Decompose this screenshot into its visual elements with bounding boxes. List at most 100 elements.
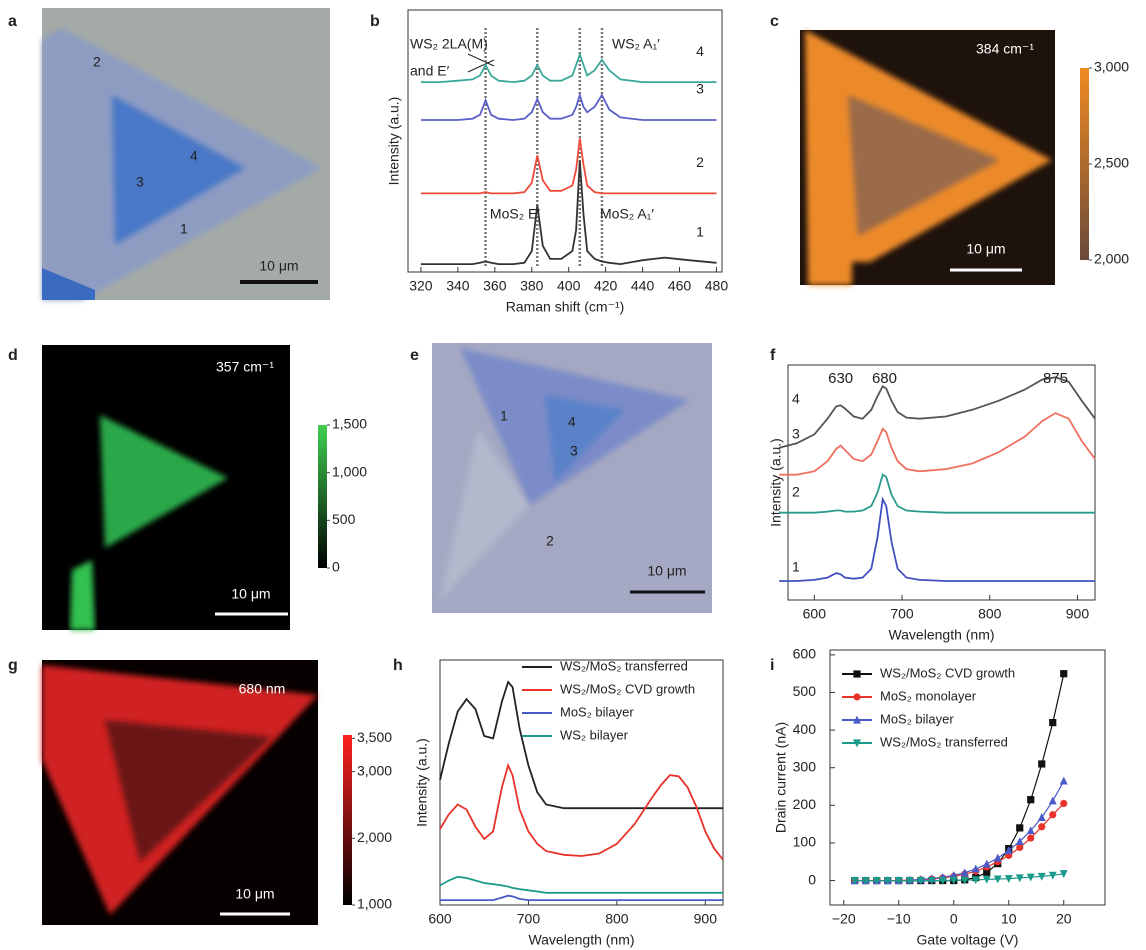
legend-label: WS₂ bilayer xyxy=(560,727,629,742)
spot-label: 3 xyxy=(136,174,144,190)
scale-bar-label: 10 μm xyxy=(235,886,274,902)
panel-letter: a xyxy=(8,13,17,30)
data-point xyxy=(972,865,980,873)
series-line xyxy=(440,896,723,900)
data-point xyxy=(1027,834,1034,841)
y-axis-label: Drain current (nA) xyxy=(773,722,789,833)
series-label: 3 xyxy=(696,81,704,97)
annotation: and E′ xyxy=(410,63,450,79)
colorbar xyxy=(343,735,352,905)
map-annotation: 384 cm⁻¹ xyxy=(976,41,1034,57)
legend-label: WS₂/MoS₂ transferred xyxy=(880,734,1008,749)
peak-label: 875 xyxy=(1043,370,1068,387)
series-line xyxy=(421,138,717,193)
annotation-arrow xyxy=(468,60,494,72)
colorbar-tick-label: 3,000 xyxy=(357,762,392,778)
spot-label: 2 xyxy=(546,533,554,549)
x-axis-label: Gate voltage (V) xyxy=(917,932,1019,948)
series-line xyxy=(421,95,717,120)
x-tick-label: −20 xyxy=(832,911,856,927)
x-tick-label: 320 xyxy=(409,278,433,294)
legend-marker xyxy=(853,670,860,677)
x-axis-label: Raman shift (cm⁻¹) xyxy=(506,299,625,315)
raman-map-c: 384 cm⁻¹ 10 μm xyxy=(800,30,1089,285)
colorbar-tick-label: 1,000 xyxy=(357,896,392,912)
series-line xyxy=(440,877,723,893)
x-tick-label: −10 xyxy=(887,911,911,927)
series-line xyxy=(855,674,1064,881)
legend-marker xyxy=(853,693,860,700)
x-tick-label: 600 xyxy=(803,606,827,622)
x-tick-label: 700 xyxy=(890,606,914,622)
spot-label: 2 xyxy=(93,54,101,70)
x-tick-label: 700 xyxy=(517,911,541,927)
annotation: MoS₂ E′ xyxy=(490,206,540,222)
panel-letter: h xyxy=(393,657,403,674)
colorbar-tick-label: 1,000 xyxy=(332,463,367,479)
data-point xyxy=(1027,796,1034,803)
x-tick-label: 420 xyxy=(594,278,618,294)
legend-label: WS₂/MoS₂ CVD growth xyxy=(560,681,695,696)
spot-label: 1 xyxy=(180,221,188,237)
panel-letter: g xyxy=(8,657,18,674)
panel-letter: f xyxy=(770,347,776,364)
data-point xyxy=(1049,811,1056,818)
y-tick-label: 300 xyxy=(793,758,817,774)
spot-label: 1 xyxy=(500,408,508,424)
series-line xyxy=(779,475,1095,513)
spot-label: 3 xyxy=(570,443,578,459)
legend-label: WS₂/MoS₂ transferred xyxy=(560,658,688,673)
colorbar-tick-label: 0 xyxy=(332,559,340,575)
legend-label: MoS₂ bilayer xyxy=(560,704,634,719)
y-tick-label: 0 xyxy=(808,871,816,887)
x-axis-label: Wavelength (nm) xyxy=(528,932,634,948)
optical-image-a: 2 3 4 1 10 μm xyxy=(42,8,330,300)
spot-label: 4 xyxy=(568,414,576,430)
series-line xyxy=(779,377,1095,448)
data-point xyxy=(1038,760,1045,767)
x-tick-label: 400 xyxy=(557,278,581,294)
panel-letter: i xyxy=(770,657,774,674)
annotation: WS₂ 2LA(M) xyxy=(410,36,488,52)
legend-label: MoS₂ monolayer xyxy=(880,688,977,703)
colorbar-tick-label: 500 xyxy=(332,511,356,527)
plot-frame xyxy=(788,365,1095,600)
series-line xyxy=(440,682,723,808)
data-point xyxy=(983,860,991,868)
x-tick-label: 900 xyxy=(1066,606,1090,622)
data-point xyxy=(1060,670,1067,677)
plot-frame xyxy=(440,660,723,905)
data-point xyxy=(1016,824,1023,831)
panel-letter: e xyxy=(410,347,419,364)
x-tick-label: 800 xyxy=(978,606,1002,622)
legend-label: MoS₂ bilayer xyxy=(880,711,954,726)
scale-bar-label: 10 μm xyxy=(966,241,1005,257)
panel-letter: b xyxy=(370,13,380,30)
colorbar-tick-label: 1,500 xyxy=(332,416,367,432)
legend-label: WS₂/MoS₂ CVD growth xyxy=(880,665,1015,680)
series-line xyxy=(421,55,717,83)
y-tick-label: 500 xyxy=(793,683,817,699)
colorbar-tick-label: 2,000 xyxy=(357,829,392,845)
x-tick-label: 360 xyxy=(483,278,507,294)
series-line xyxy=(855,804,1064,881)
series-label: 4 xyxy=(792,391,800,407)
data-point xyxy=(994,854,1002,862)
x-tick-label: 20 xyxy=(1056,911,1072,927)
data-point xyxy=(1060,777,1068,785)
x-tick-label: 440 xyxy=(631,278,655,294)
y-tick-label: 200 xyxy=(793,796,817,812)
peak-label: 680 xyxy=(872,370,897,387)
map-annotation: 357 cm⁻¹ xyxy=(216,359,274,375)
series-label: 1 xyxy=(792,559,800,575)
annotation: WS₂ A₁′ xyxy=(612,36,660,52)
y-axis-label: Intensity (a.u.) xyxy=(414,738,430,827)
peak-label: 630 xyxy=(828,370,853,387)
spot-label: 4 xyxy=(190,148,198,164)
scale-bar-label: 10 μm xyxy=(647,563,686,579)
colorbar xyxy=(1080,68,1089,260)
colorbar-tick-label: 3,500 xyxy=(357,729,392,745)
y-tick-label: 400 xyxy=(793,721,817,737)
x-axis-label: Wavelength (nm) xyxy=(888,627,994,643)
series-label: 1 xyxy=(696,224,704,240)
